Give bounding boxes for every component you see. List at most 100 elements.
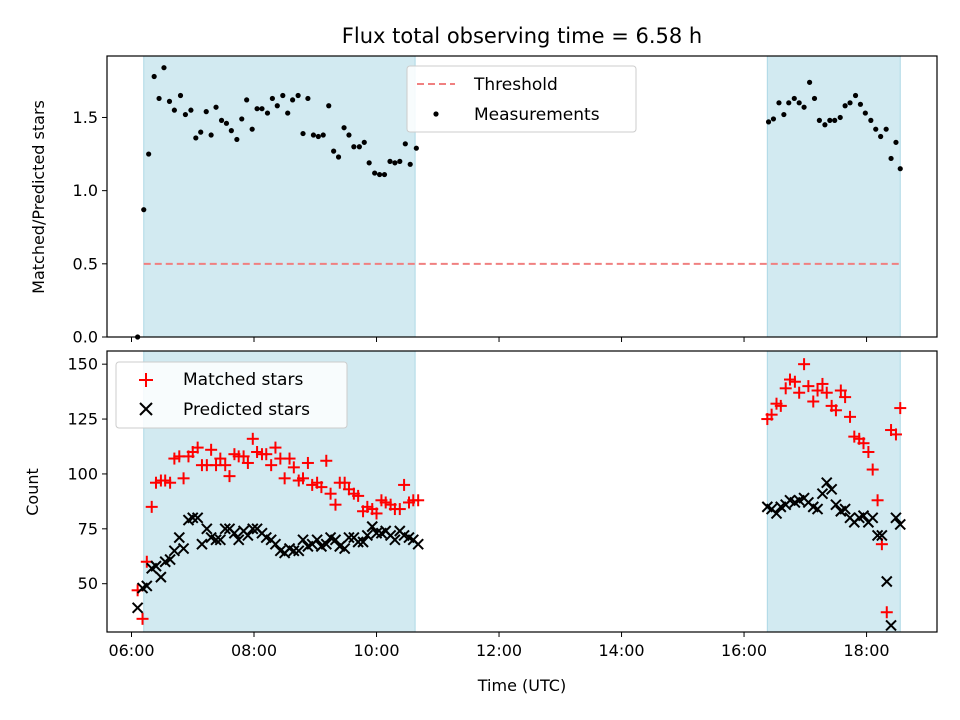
measurement-point bbox=[161, 65, 167, 71]
measurement-point bbox=[361, 139, 367, 145]
predicted-star-point bbox=[857, 509, 870, 522]
measurement-point bbox=[264, 110, 271, 116]
predicted-star-point bbox=[173, 531, 185, 544]
y-tick-label: 0.0 bbox=[73, 328, 98, 347]
matched-star-point bbox=[219, 459, 232, 472]
matched-legend-label: Matched stars bbox=[183, 370, 303, 390]
matched-star-point bbox=[145, 500, 158, 513]
measurement-point bbox=[781, 111, 787, 118]
predicted-star-point bbox=[247, 523, 259, 535]
predicted-star-point bbox=[876, 529, 888, 542]
top-y-ticks: 0.0 0.5 1.0 1.5 bbox=[73, 108, 107, 347]
matched-star-point bbox=[370, 507, 383, 520]
measurement-point bbox=[842, 103, 848, 109]
measurement-point bbox=[776, 100, 782, 106]
matched-star-point bbox=[260, 448, 273, 461]
measurement-point bbox=[259, 106, 265, 112]
predicted-star-point bbox=[311, 534, 323, 546]
y-tick-label: 0.5 bbox=[73, 254, 98, 273]
measurement-point bbox=[171, 107, 177, 113]
predicted-star-point bbox=[881, 575, 893, 588]
predicted-star-point bbox=[210, 534, 222, 546]
matched-star-point bbox=[889, 428, 902, 441]
threshold-legend-label: Threshold bbox=[473, 75, 558, 95]
matched-star-point bbox=[880, 606, 893, 619]
predicted-star-point bbox=[219, 523, 231, 535]
predicted-star-point bbox=[329, 534, 342, 546]
predicted-star-point bbox=[830, 498, 842, 511]
measurement-point bbox=[837, 114, 843, 121]
measurement-point bbox=[822, 122, 828, 128]
measurement-point bbox=[387, 158, 393, 164]
predicted-star-point bbox=[155, 571, 167, 583]
matched-stars-points bbox=[131, 358, 907, 625]
measurement-point bbox=[356, 144, 362, 150]
matched-star-point bbox=[283, 452, 296, 465]
predicted-star-point bbox=[361, 529, 374, 542]
measurement-point bbox=[151, 73, 157, 80]
measurement-point bbox=[351, 144, 357, 150]
matched-star-point bbox=[829, 404, 842, 417]
predicted-star-point bbox=[890, 512, 902, 524]
predicted-star-point bbox=[357, 536, 369, 548]
measurement-point bbox=[203, 109, 209, 115]
predicted-star-point bbox=[269, 538, 282, 550]
matched-star-point bbox=[164, 476, 177, 489]
measurement-point bbox=[146, 151, 152, 157]
y-tick-label: 100 bbox=[67, 464, 98, 483]
measurement-point bbox=[249, 126, 255, 132]
matched-star-point bbox=[278, 472, 291, 485]
bottom-x-ticks: 06:00 08:00 10:00 12:00 14:00 16:00 18:00 bbox=[108, 632, 890, 660]
measurement-point bbox=[852, 92, 859, 99]
matched-star-point bbox=[205, 443, 218, 456]
predicted-star-point bbox=[816, 487, 829, 500]
predicted-star-point bbox=[770, 507, 783, 520]
measurement-point bbox=[407, 161, 413, 167]
matched-star-point bbox=[802, 380, 815, 393]
measurement-point bbox=[402, 141, 408, 147]
matched-star-point bbox=[811, 384, 824, 397]
predicted-star-point bbox=[141, 580, 153, 592]
predicted-star-point bbox=[288, 545, 300, 557]
x-tick-label: 06:00 bbox=[108, 641, 154, 660]
predicted-star-point bbox=[168, 545, 181, 557]
measurement-point bbox=[300, 130, 306, 137]
measurement-point bbox=[295, 92, 301, 99]
x-tick-label: 18:00 bbox=[844, 641, 890, 660]
measurement-point bbox=[254, 106, 260, 112]
x-axis-label: Time (UTC) bbox=[477, 676, 566, 695]
measurement-point bbox=[827, 117, 833, 123]
measurement-point bbox=[897, 166, 903, 172]
predicted-star-point bbox=[242, 529, 254, 542]
measurement-point bbox=[290, 97, 296, 103]
measurement-point bbox=[346, 132, 352, 138]
top-x-ticks bbox=[131, 337, 868, 342]
matched-star-point bbox=[269, 441, 282, 454]
predicted-star-point bbox=[177, 542, 190, 555]
predicted-star-point bbox=[366, 520, 378, 533]
measurement-point bbox=[331, 148, 337, 154]
predicted-legend-swatch bbox=[139, 402, 153, 416]
matched-star-point bbox=[839, 391, 852, 404]
predicted-star-point bbox=[412, 538, 424, 550]
predicted-stars-points bbox=[131, 477, 906, 632]
matched-star-point bbox=[774, 399, 787, 412]
predicted-star-point bbox=[821, 477, 833, 489]
matched-star-point bbox=[315, 481, 328, 494]
count-panel: 50 75 100 125 150 06:00 08:00 10:00 12:00 14:00 1… bbox=[23, 350, 938, 695]
predicted-star-point bbox=[131, 602, 144, 614]
measurement-point bbox=[280, 92, 286, 99]
predicted-star-point bbox=[320, 538, 332, 550]
matched-star-point bbox=[329, 498, 342, 511]
measurement-point bbox=[274, 103, 280, 109]
matched-star-point bbox=[214, 452, 227, 465]
x-tick-label: 12:00 bbox=[476, 641, 522, 660]
measurement-point bbox=[862, 110, 868, 116]
x-tick-label: 08:00 bbox=[231, 641, 277, 660]
matched-star-point bbox=[412, 494, 425, 507]
measurement-points bbox=[135, 65, 903, 340]
predicted-star-point bbox=[187, 512, 199, 524]
measurement-point bbox=[791, 95, 797, 102]
matched-star-point bbox=[793, 386, 806, 399]
matched-star-point bbox=[237, 450, 250, 463]
